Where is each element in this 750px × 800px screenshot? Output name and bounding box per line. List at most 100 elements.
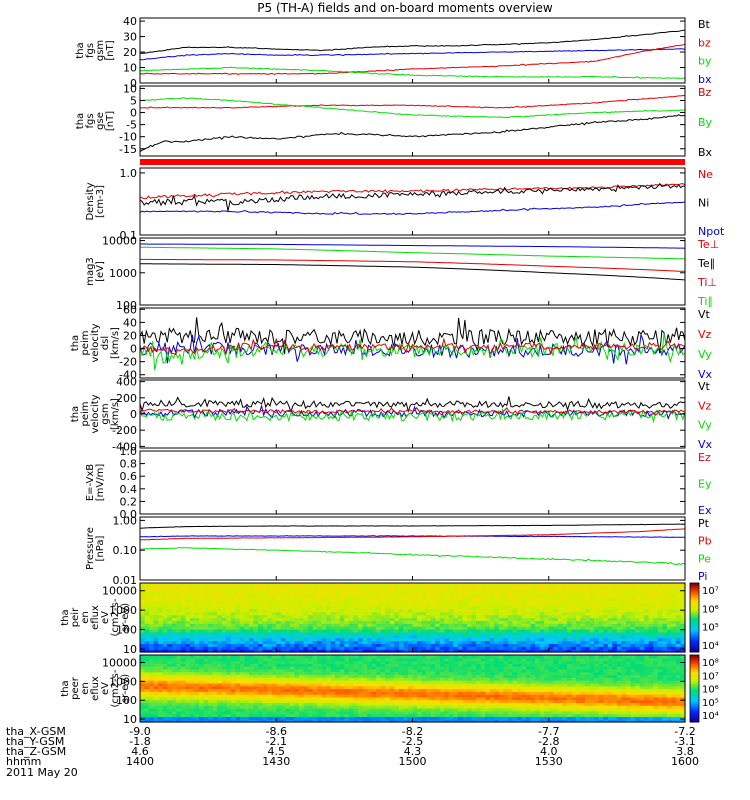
spectrogram-cell xyxy=(544,634,550,639)
spectrogram-cell xyxy=(471,702,477,706)
spectrogram-cell xyxy=(598,606,604,610)
spectrogram-cell xyxy=(380,713,386,718)
spectrogram-cell xyxy=(453,640,459,644)
spectrogram-cell xyxy=(358,668,364,673)
spectrogram-cell xyxy=(294,585,300,590)
spectrogram-cell xyxy=(235,674,241,678)
spectrogram-cell xyxy=(476,646,482,650)
spectrogram-cell xyxy=(467,626,473,630)
spectrogram-cell xyxy=(521,597,527,601)
spectrogram-cell xyxy=(344,594,350,598)
spectrogram-cell xyxy=(444,585,450,590)
spectrogram-cell xyxy=(385,680,391,684)
spectrogram-cell xyxy=(507,643,514,647)
spectrogram-cell xyxy=(267,666,273,670)
y-axis-label-line: peir xyxy=(70,607,81,627)
spectrogram-cell xyxy=(426,713,432,718)
spectrogram-cell xyxy=(289,710,296,715)
spectrogram-cell xyxy=(158,637,164,642)
spectrogram-cell xyxy=(435,710,441,715)
spectrogram-cell xyxy=(680,591,686,596)
spectrogram-cell xyxy=(294,646,300,650)
spectrogram-cell xyxy=(548,588,554,593)
spectrogram-cell xyxy=(226,600,232,604)
spectrogram-cell xyxy=(480,671,486,676)
spectrogram-cell xyxy=(398,708,405,712)
spectrogram-cell xyxy=(180,588,187,593)
spectrogram-cell xyxy=(171,705,177,709)
spectrogram-cell xyxy=(226,620,232,624)
spectrogram-cell xyxy=(339,594,345,598)
spectrogram-cell xyxy=(294,594,300,598)
spectrogram-cell xyxy=(180,688,187,692)
spectrogram-cell xyxy=(194,655,200,659)
spectrogram-cell xyxy=(603,620,609,624)
spectrogram-cell xyxy=(489,585,495,590)
spectrogram-cell xyxy=(358,660,364,664)
y-axis-label: tha peir en eflux eV (cm2-s-sr-eV) xyxy=(60,598,131,636)
spectrogram-cell xyxy=(376,620,382,624)
spectrogram-cell xyxy=(194,694,200,698)
spectrogram-cell xyxy=(226,668,232,673)
spectrogram-cell xyxy=(521,583,527,587)
spectrogram-cell xyxy=(185,597,191,601)
spectrogram-cell xyxy=(189,611,196,616)
spectrogram-cell xyxy=(426,719,432,723)
spectrogram-cell xyxy=(217,626,223,630)
spectrogram-cell xyxy=(208,583,214,587)
spectrogram-cell xyxy=(344,629,350,633)
spectrogram-cell xyxy=(557,614,563,619)
spectrogram-cell xyxy=(226,583,232,587)
spectrogram-cell xyxy=(235,685,241,690)
spectrogram-cell xyxy=(358,594,364,598)
spectrogram-cell xyxy=(539,640,545,644)
spectrogram-cell xyxy=(144,710,150,715)
spectrogram-cell xyxy=(407,583,414,587)
y-axis-label: Pressure [nPa] xyxy=(85,527,106,570)
spectrogram-cell xyxy=(653,614,659,619)
legend-entry: Vy xyxy=(698,419,712,432)
spectrogram-cell xyxy=(167,713,173,718)
spectrogram-cell xyxy=(330,626,336,630)
spectrogram-cell xyxy=(371,646,377,650)
y-axis-label-line: peim xyxy=(80,330,91,355)
spectrogram-cell xyxy=(594,629,600,633)
spectrogram-cell xyxy=(385,682,391,687)
spectrogram-cell xyxy=(217,668,223,673)
spectrogram-cell xyxy=(648,620,654,624)
spectrogram-cell xyxy=(194,629,200,633)
spectrogram-cell xyxy=(194,708,200,712)
spectrogram-cell xyxy=(426,649,432,653)
spectrogram-cell xyxy=(203,694,209,698)
spectrogram-cell xyxy=(625,646,632,650)
spectrogram-cell xyxy=(389,688,395,692)
spectrogram-cell xyxy=(217,702,223,706)
spectrogram-cell xyxy=(616,588,623,593)
spectrogram-cell xyxy=(244,677,250,681)
spectrogram-cell xyxy=(648,614,654,619)
spectrogram-cell xyxy=(330,611,336,616)
spectrogram-cell xyxy=(403,705,409,709)
spectrogram-cell xyxy=(335,623,341,627)
y-axis-label: E=-VxB [mV/m] xyxy=(85,464,106,502)
spectrogram-cell xyxy=(435,646,441,650)
spectrogram-cell xyxy=(639,600,645,604)
spectrogram-cell xyxy=(639,611,645,616)
spectrogram-cell xyxy=(625,591,632,596)
spectrogram-cell xyxy=(471,677,477,681)
spectrogram-cell xyxy=(267,682,273,687)
spectrogram-cell xyxy=(603,623,609,627)
spectrogram-cell xyxy=(289,583,296,587)
spectrogram-cell xyxy=(462,637,468,642)
spectrogram-cell xyxy=(330,588,336,593)
spectrogram-cell xyxy=(680,629,686,633)
spectrogram-cell xyxy=(348,663,355,667)
spectrogram-cell xyxy=(158,608,164,613)
spectrogram-cell xyxy=(298,696,305,701)
spectrogram-cell xyxy=(421,623,427,627)
spectrogram-cell xyxy=(271,643,277,647)
spectrogram-cell xyxy=(162,705,168,709)
spectrogram-cell xyxy=(226,671,232,676)
spectrogram-cell xyxy=(230,699,236,704)
spectrogram-cell xyxy=(394,626,400,630)
